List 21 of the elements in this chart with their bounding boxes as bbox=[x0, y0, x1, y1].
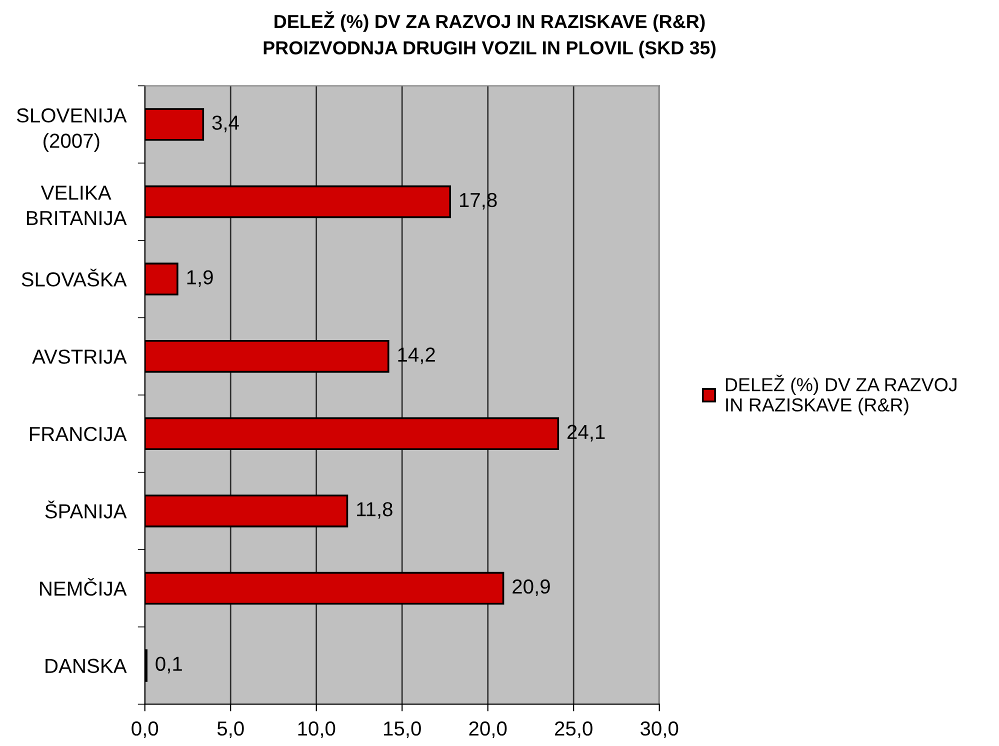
x-tick-label: 5,0 bbox=[217, 721, 244, 738]
x-tick-label: 30,0 bbox=[640, 721, 678, 738]
y-tick-label: FRANCIJA bbox=[30, 426, 127, 442]
legend-label: DELEŽ (%) DV ZA RAZVOJ IN RAZISKAVE (R&R) bbox=[726, 374, 956, 416]
x-tick-label: 0,0 bbox=[132, 721, 158, 738]
x-tick-label: 15,0 bbox=[384, 721, 421, 738]
data-label: 0,1 bbox=[156, 656, 182, 674]
x-tick-label: 20,0 bbox=[469, 721, 507, 738]
data-label: 20,9 bbox=[512, 579, 550, 596]
y-tick-label: NEMČIJA bbox=[40, 578, 127, 596]
y-tick-label: VELIKA BRITANIJA bbox=[26, 186, 127, 226]
y-tick-label: AVSTRIJA bbox=[32, 350, 127, 364]
y-tick-label: SLOVENIJA (2007) bbox=[16, 108, 127, 152]
y-tick-label: DANSKA bbox=[46, 658, 127, 674]
data-label: 11,8 bbox=[357, 502, 392, 519]
y-tick-label: ŠPANIJA bbox=[45, 500, 127, 518]
y-tick-label: SLOVAŠKA bbox=[22, 268, 127, 287]
x-tick-label: 10,0 bbox=[298, 721, 336, 738]
data-label: 1,9 bbox=[187, 270, 213, 287]
x-tick-label: 25,0 bbox=[555, 721, 592, 738]
chart-title: DELEŽ (%) DV ZA RAZVOJ IN RAZISKAVE (R&R) PROIZVODNJA DRUGIH VOZIL IN PLOVIL (SKD 35) bbox=[264, 11, 716, 58]
